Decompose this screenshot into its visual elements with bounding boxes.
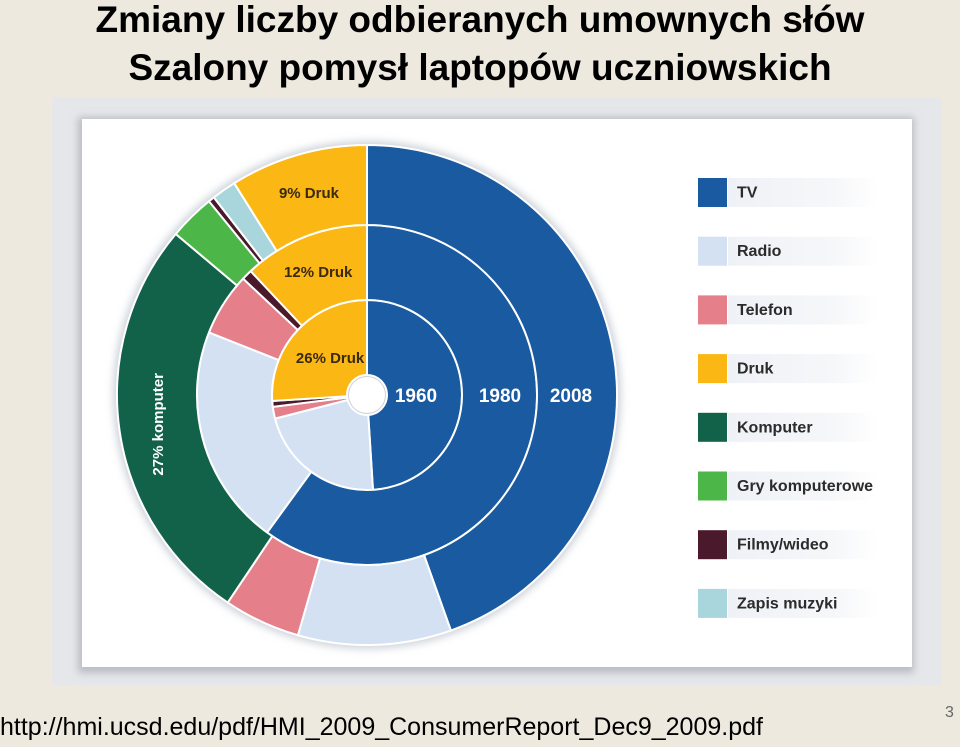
legend-band-radio [728, 236, 878, 266]
ring-2008-druk-segment [232, 143, 368, 253]
legend-swatch-telefon [698, 295, 727, 325]
legend-label-komputer: Komputer [737, 419, 813, 436]
ring-1980-druk-label: 12% Druk [284, 264, 353, 281]
slide-title-line-2: Szalony pomysł laptopów uczniowskich [128, 47, 832, 88]
legend-label-radio: Radio [737, 243, 782, 260]
legend-swatch-zapis-muzyki [698, 588, 727, 618]
legend-swatch-radio [698, 236, 727, 266]
legend-band-filmy-wideo [728, 530, 878, 560]
ring-2008-tv-segment [366, 143, 618, 632]
slide-title-line-1: Zmiany liczby odbieranych umownych słów [95, 0, 865, 40]
legend-label-zapis-muzyki: Zapis muzyki [737, 595, 837, 612]
ring-2008-radio-segment [296, 553, 453, 646]
media-consumption-chart: 1960 26% Druk 1980 12% Druk 2008 9% Druk 27% k… [78, 117, 914, 673]
legend-band-zapis-muzyki [728, 588, 878, 618]
legend-band-komputer [728, 412, 878, 442]
page-number: 3 [945, 704, 954, 721]
legend-band-telefon [728, 295, 878, 325]
ring-year-label-2008: 2008 [550, 386, 592, 407]
legend-swatch-gry-komputerowe [698, 471, 727, 501]
ring-2008-druk-label: 9% Druk [279, 185, 340, 202]
legend-label-druk: Druk [737, 361, 774, 378]
chart-frame: 1960 26% Druk 1980 12% Druk 2008 9% Druk 27% k… [52, 97, 942, 685]
ring-year-label-1960: 1960 [395, 386, 437, 407]
legend-swatch-druk [698, 354, 727, 384]
ring-year-label-1980: 1980 [479, 386, 521, 407]
legend-label-filmy-wideo: Filmy/wideo [737, 537, 829, 554]
ring-2008-komputer-segment [116, 232, 274, 604]
legend-band-tv [728, 178, 878, 207]
donut-center-hole [349, 377, 385, 413]
legend-label-telefon: Telefon [737, 302, 793, 319]
legend-swatch-filmy-wideo [698, 530, 727, 560]
ring-2008-komputer-label: 27% komputer [150, 373, 167, 476]
legend-label-gry-komputerowe: Gry komputerowe [737, 478, 873, 495]
legend-swatch-tv [698, 178, 727, 207]
legend-band-gry-komputerowe [728, 471, 878, 501]
legend-label-tv: TV [737, 185, 758, 202]
legend-swatch-komputer [698, 412, 727, 442]
legend-band-druk [728, 354, 878, 384]
source-link[interactable]: http://hmi.ucsd.edu/pdf/HMI_2009_Consume… [0, 713, 763, 741]
ring-1960-druk-label: 26% Druk [296, 350, 365, 367]
